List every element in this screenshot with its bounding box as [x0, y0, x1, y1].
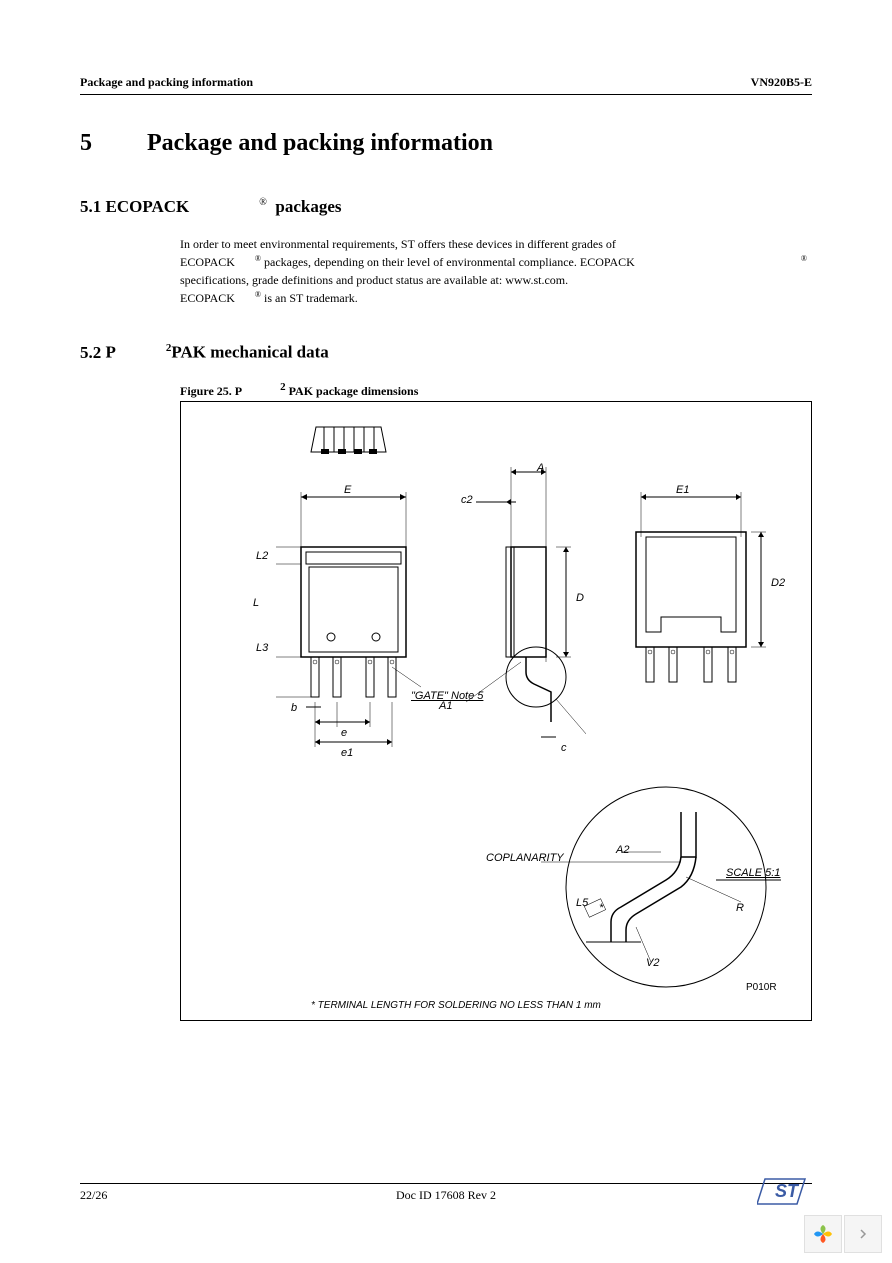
section-title: Package and packing information: [147, 130, 493, 157]
header-right: VN920B5-E: [751, 75, 812, 90]
package-top-view-icon: [306, 417, 391, 457]
doc-id: Doc ID 17608 Rev 2: [396, 1188, 496, 1203]
nav-home-button[interactable]: [804, 1215, 842, 1253]
package-front-view-icon: [271, 477, 421, 767]
subsection-5-1-heading: 5.1 ECOPACK® packages: [80, 197, 812, 217]
section-number: 5: [80, 130, 92, 157]
dim-label-A2: A2: [616, 844, 629, 856]
dim-label-E: E: [344, 484, 351, 496]
dim-label-V2: V2: [646, 957, 659, 969]
package-detail-view-icon: [541, 782, 791, 992]
dim-label-e1: e1: [341, 747, 353, 759]
package-side-view-icon: [456, 462, 586, 772]
subsection-number: 5.1: [80, 197, 106, 217]
page-number: 22/26: [80, 1188, 107, 1203]
subsection-5-1-body: In order to meet environmental requireme…: [180, 235, 812, 307]
figure-caption: Figure 25. P2 PAK package dimensions: [180, 381, 812, 399]
section-heading: 5 Package and packing information: [80, 130, 812, 157]
package-back-view-icon: [621, 477, 771, 707]
coplanarity-label: COPLANARITY: [486, 852, 564, 864]
dim-label-L3: L3: [256, 642, 268, 654]
dim-label-L2: L2: [256, 550, 268, 562]
scale-label: SCALE 5:1: [726, 867, 780, 879]
nav-next-button[interactable]: [844, 1215, 882, 1253]
subsection-title-2: P2PAK mechanical data: [106, 342, 329, 363]
dim-label-D: D: [576, 592, 584, 604]
dim-label-E1: E1: [676, 484, 689, 496]
dim-label-e: e: [341, 727, 347, 739]
subsection-title: ECOPACK® packages: [106, 197, 342, 217]
page-footer: 22/26 Doc ID 17608 Rev 2 ST: [80, 1183, 812, 1203]
svg-text:ST: ST: [775, 1181, 800, 1201]
st-logo-icon: ST: [757, 1174, 812, 1209]
subsection-number-2: 5.2: [80, 343, 106, 363]
header-left: Package and packing information: [80, 75, 253, 90]
gate-note-label: "GATE" Note 5: [411, 690, 483, 702]
petal-icon: [812, 1223, 834, 1245]
dim-label-D2: D2: [771, 577, 785, 589]
dim-label-c2: c2: [461, 494, 473, 506]
dim-label-A: A: [537, 462, 544, 474]
page-header: Package and packing information VN920B5-…: [80, 75, 812, 95]
dim-label-b: b: [291, 702, 297, 714]
subsection-5-2-heading: 5.2 P2PAK mechanical data: [80, 342, 812, 363]
dim-label-asterisk: *: [599, 902, 603, 914]
dim-label-L: L: [253, 597, 259, 609]
dim-label-c: c: [561, 742, 567, 754]
terminal-note-label: * TERMINAL LENGTH FOR SOLDERING NO LESS …: [311, 1000, 601, 1011]
figure-diagram: E L2 L L3 b e e1 A c2 D A1 c E1 D2 "GATE…: [180, 401, 812, 1021]
dim-label-R: R: [736, 902, 744, 914]
nav-buttons: [804, 1215, 882, 1253]
drawing-ref-label: P010R: [746, 982, 777, 993]
chevron-right-icon: [857, 1228, 869, 1240]
dim-label-L5: L5: [576, 897, 588, 909]
